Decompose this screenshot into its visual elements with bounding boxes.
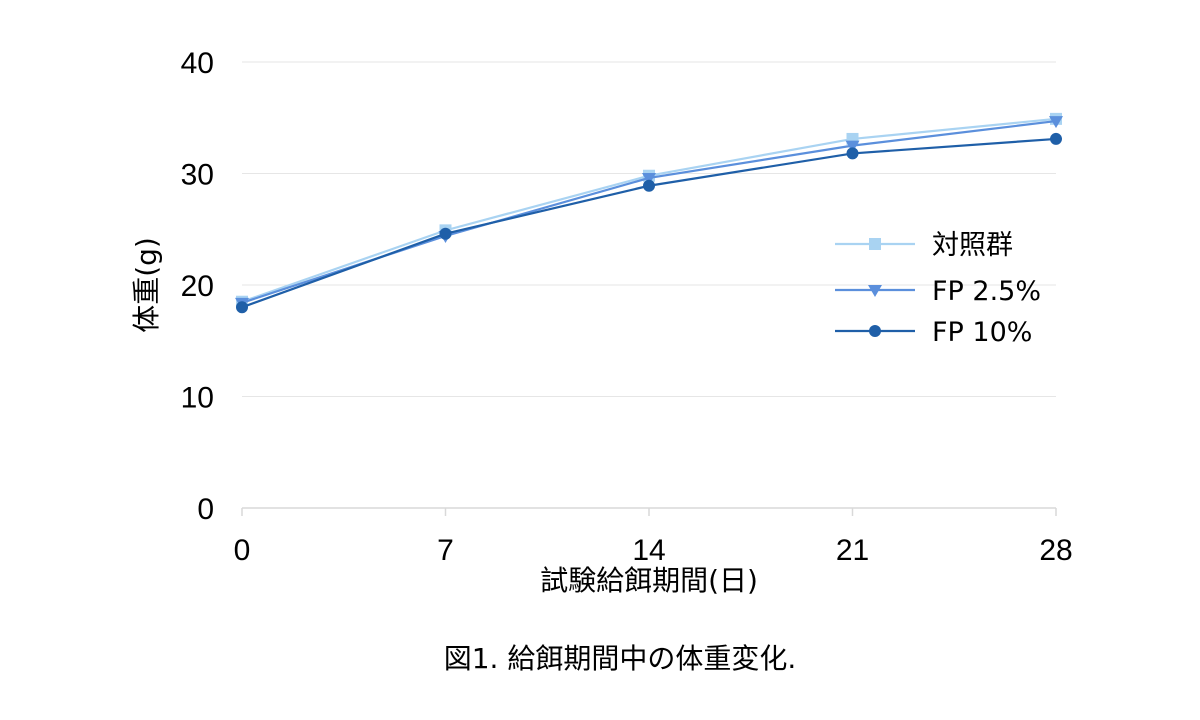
legend-label: 対照群	[932, 230, 1013, 261]
x-tick-label: 28	[1039, 534, 1072, 567]
figure-caption: 図1. 給餌期間中の体重変化.	[444, 642, 797, 675]
data-point	[846, 147, 859, 160]
legend-marker	[869, 238, 881, 250]
axes: 0 10 20 30 40 0 7 14 21 28	[181, 47, 1073, 567]
legend-entry: FP 2.5%	[835, 276, 1041, 307]
legend-marker	[869, 325, 881, 337]
y-tick-label: 20	[181, 270, 214, 303]
series-3	[236, 132, 1062, 314]
legend-entry: FP 10%	[835, 317, 1032, 348]
data-point	[845, 140, 860, 153]
legend: 対照群 FP 2.5% FP 10%	[835, 230, 1041, 348]
legend-label: FP 10%	[932, 317, 1032, 348]
series-group	[235, 112, 1063, 314]
data-point	[439, 227, 452, 240]
legend-entry: 対照群	[835, 230, 1013, 261]
y-tick-label: 40	[181, 47, 214, 80]
x-tick-label: 7	[437, 534, 454, 567]
data-point	[643, 179, 655, 192]
data-point	[642, 172, 656, 185]
data-point	[1049, 116, 1063, 129]
legend-marker	[868, 285, 882, 297]
data-point	[1050, 132, 1062, 145]
x-tick-label: 14	[632, 534, 665, 567]
x-tick-label: 21	[836, 534, 869, 567]
y-tick-label: 0	[197, 493, 214, 526]
x-tick-label: 0	[234, 534, 251, 567]
y-axis-title: 体重(g)	[130, 237, 163, 333]
y-tick-label: 10	[181, 382, 214, 415]
y-tick-label: 30	[181, 159, 214, 192]
x-axis-title: 試験給餌期間(日)	[540, 564, 758, 597]
series-line	[241, 117, 1057, 303]
legend-label: FP 2.5%	[932, 276, 1041, 307]
data-point	[236, 301, 248, 314]
